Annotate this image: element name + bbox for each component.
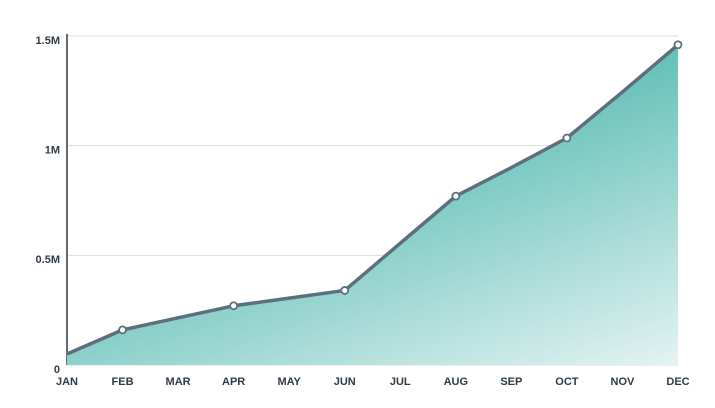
y-tick-label: 0.5M [36,254,60,266]
point [673,40,683,50]
plot [66,40,683,365]
y-tick-label: 0 [54,364,60,376]
x-tick-label: FEB [112,376,134,388]
line [66,43,680,356]
x-tick-label: APR [222,376,245,388]
y-tick-label: 1M [45,145,60,157]
area [67,44,678,365]
point [118,325,127,335]
point [451,191,461,201]
y-tick-label: 1.5M [36,35,60,47]
point [229,301,239,311]
point [340,286,350,295]
x-tick-label: DEC [666,376,689,388]
x-tick-label: JUL [390,376,411,388]
x-tick-label: MAR [166,376,191,388]
x-tick-label: JAN [56,376,78,388]
x-tick-label: SEP [500,376,522,388]
x-tick-label: OCT [555,376,579,388]
x-tick-label: JUN [334,376,356,388]
x-tick-label: AUG [444,376,468,388]
x-tick-label: MAY [277,376,301,388]
x-tick-label: NOV [611,376,636,388]
point [562,133,572,143]
